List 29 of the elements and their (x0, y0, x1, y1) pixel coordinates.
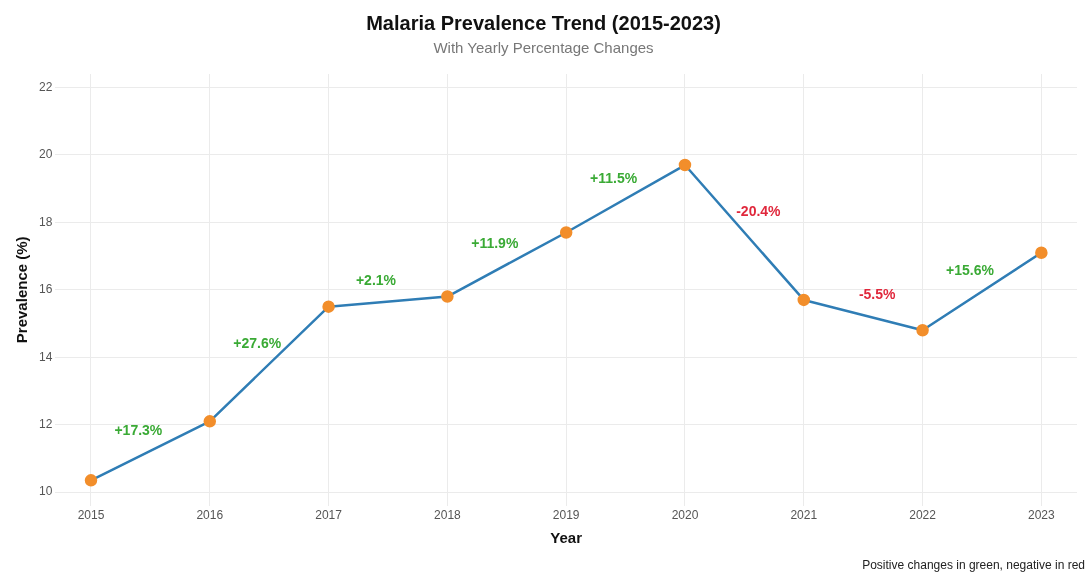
annotation: +27.6% (233, 334, 282, 351)
annotation: +11.5% (590, 169, 638, 186)
y-tick-label: 18 (38, 214, 53, 229)
x-tick-label: 2021 (790, 508, 818, 523)
y-tick-label: 16 (38, 282, 53, 297)
annotation: +17.3% (114, 421, 163, 438)
annotation: +15.6% (946, 262, 995, 279)
chart-subtitle: With Yearly Percentage Changes (433, 39, 654, 57)
annotation: +2.1% (355, 272, 397, 289)
y-tick-label: 22 (38, 79, 53, 94)
x-tick-label: 2015 (77, 508, 105, 523)
x-tick-label: 2019 (552, 508, 580, 523)
x-tick-label: 2017 (315, 508, 343, 523)
y-tick-label: 14 (38, 349, 53, 364)
x-tick-label: 2016 (196, 508, 224, 523)
y-tick-label: 12 (38, 416, 53, 431)
annotation: +11.9% (471, 235, 519, 252)
x-tick-label: 2022 (909, 508, 937, 523)
chart-title: Malaria Prevalence Trend (2015-2023) (366, 11, 721, 34)
text: Positive changes in green, negative in red (862, 558, 1085, 573)
x-tick-label: 2023 (1028, 508, 1056, 523)
x-tick-label: 2018 (434, 508, 462, 523)
y-tick-label: 10 (38, 484, 53, 499)
x-tick-label: 2020 (671, 508, 699, 523)
y-tick-label: 20 (38, 147, 53, 162)
annotation: -20.4% (736, 203, 782, 220)
y-axis-title: Prevalence (%) (13, 236, 31, 344)
x-axis-title: Year (550, 529, 583, 547)
annotation: -5.5% (858, 285, 896, 302)
